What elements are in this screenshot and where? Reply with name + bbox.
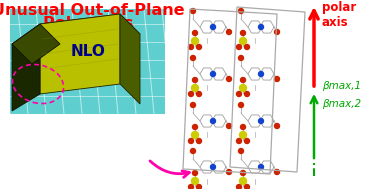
Circle shape [193, 125, 198, 129]
Circle shape [188, 139, 194, 143]
Circle shape [239, 102, 243, 108]
Text: Crystals: Crystals [68, 49, 128, 62]
Circle shape [274, 77, 280, 81]
Circle shape [239, 132, 246, 139]
Circle shape [244, 44, 250, 50]
Circle shape [190, 149, 195, 153]
Bar [183, 0, 305, 189]
Polygon shape [40, 14, 120, 94]
Circle shape [244, 139, 250, 143]
Text: Unusual Out-of-Plane: Unusual Out-of-Plane [0, 3, 184, 18]
Circle shape [239, 177, 246, 184]
Circle shape [236, 44, 242, 50]
Text: βmax,1: βmax,1 [322, 81, 361, 91]
Circle shape [240, 30, 246, 36]
Text: βmax,2: βmax,2 [322, 99, 361, 109]
Text: EO: EO [30, 61, 51, 74]
Text: SHG: SHG [105, 35, 135, 48]
Polygon shape [120, 14, 140, 104]
Circle shape [191, 37, 198, 44]
Circle shape [193, 77, 198, 83]
Circle shape [191, 132, 198, 139]
Circle shape [236, 91, 242, 97]
Polygon shape [12, 24, 40, 111]
Bar [10, 9, 165, 114]
Circle shape [197, 184, 202, 189]
Circle shape [227, 77, 232, 81]
Circle shape [236, 184, 242, 189]
Circle shape [227, 123, 232, 129]
Circle shape [188, 44, 194, 50]
Circle shape [274, 29, 280, 35]
Circle shape [239, 84, 246, 91]
Polygon shape [40, 14, 140, 44]
Circle shape [197, 44, 202, 50]
Circle shape [239, 149, 243, 153]
Circle shape [188, 91, 194, 97]
Circle shape [227, 29, 232, 35]
Text: Polar Axis: Polar Axis [43, 16, 133, 31]
Circle shape [240, 77, 246, 83]
Circle shape [191, 84, 198, 91]
Circle shape [258, 71, 264, 77]
Circle shape [210, 25, 216, 29]
Circle shape [236, 139, 242, 143]
Circle shape [239, 9, 243, 13]
Polygon shape [12, 24, 60, 64]
Circle shape [258, 164, 264, 170]
Circle shape [240, 170, 246, 176]
Circle shape [258, 119, 264, 123]
Circle shape [244, 91, 250, 97]
Circle shape [274, 123, 280, 129]
Circle shape [190, 102, 195, 108]
Circle shape [197, 139, 202, 143]
Circle shape [193, 170, 198, 176]
Circle shape [190, 9, 195, 13]
Circle shape [210, 71, 216, 77]
Circle shape [258, 25, 264, 29]
Bar [305, 0, 366, 189]
Circle shape [274, 170, 280, 174]
Circle shape [239, 37, 246, 44]
Circle shape [239, 56, 243, 60]
Circle shape [210, 119, 216, 123]
Circle shape [240, 125, 246, 129]
Circle shape [188, 184, 194, 189]
Circle shape [190, 56, 195, 60]
Circle shape [191, 177, 198, 184]
Text: NLO: NLO [71, 44, 105, 59]
Circle shape [210, 164, 216, 170]
Text: polar
axis: polar axis [322, 1, 356, 29]
Circle shape [227, 170, 232, 174]
Circle shape [193, 30, 198, 36]
Circle shape [197, 91, 202, 97]
Circle shape [244, 184, 250, 189]
